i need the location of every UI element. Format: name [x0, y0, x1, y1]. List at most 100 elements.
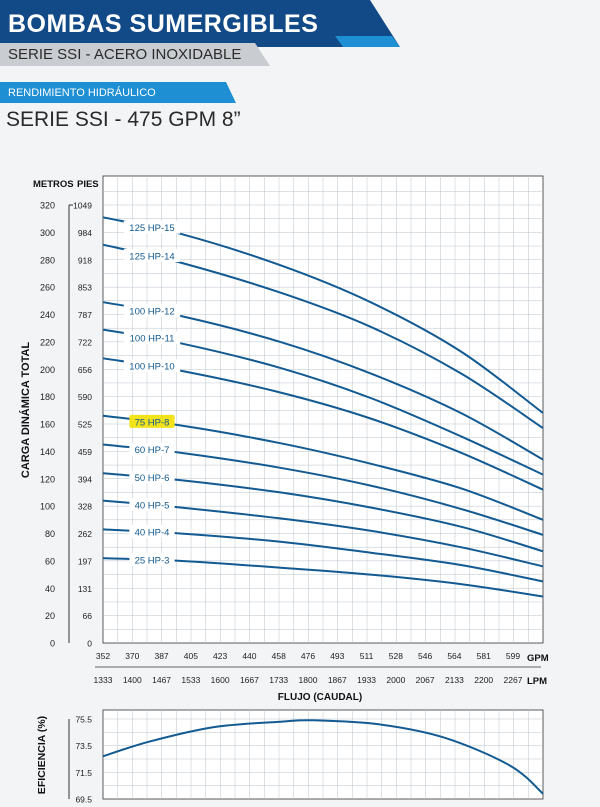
y-tick-label-metros: 200 — [40, 365, 55, 375]
y-tick-label-pies: 525 — [78, 420, 92, 430]
performance-curve — [102, 499, 544, 568]
y-tick-label-pies: 787 — [78, 310, 92, 320]
performance-curve — [102, 443, 544, 536]
y-unit-metros: METROS — [33, 179, 74, 190]
y-tick-label-metros: 280 — [40, 255, 55, 265]
y-tick-label-metros: 40 — [45, 584, 55, 594]
y-tick-label-pies: 0 — [87, 639, 92, 649]
x-unit-lpm: LPM — [527, 676, 547, 687]
efficiency-y-tick-label: 73.5 — [75, 741, 92, 751]
y-tick-label-metros: 260 — [40, 283, 55, 293]
efficiency-y-axis-title: EFICIENCIA (%) — [36, 716, 48, 794]
curve-label: 100 HP-12 — [129, 306, 174, 317]
curve-label: 40 HP-5 — [135, 500, 170, 511]
y-tick-label-pies: 394 — [78, 474, 92, 484]
x-tick-label-lpm: 2000 — [386, 675, 405, 685]
y-tick-label-pies: 590 — [78, 392, 92, 402]
x-tick-label-gpm: 546 — [418, 651, 432, 661]
x-tick-label-lpm: 1333 — [94, 675, 113, 685]
curve-label: 40 HP-4 — [135, 528, 170, 539]
y-tick-label-pies: 459 — [78, 447, 92, 457]
y-tick-label-metros: 300 — [40, 228, 55, 238]
y-tick-label-pies: 131 — [78, 584, 92, 594]
curve-label: 75 HP-8 — [135, 417, 170, 428]
x-tick-label-lpm: 2267 — [504, 675, 523, 685]
brand-title: BOMBAS SUMERGIBLES — [8, 10, 319, 38]
y-tick-label-pies: 853 — [78, 283, 92, 293]
y-tick-label-pies: 918 — [78, 255, 92, 265]
series-title: SERIE SSI - ACERO INOXIDABLE — [8, 46, 242, 63]
y-axis-title: CARGA DINÁMICA TOTAL — [19, 342, 32, 479]
curve-label-background — [123, 359, 181, 373]
x-tick-label-gpm: 511 — [360, 651, 374, 661]
y-tick-label-pies: 656 — [78, 365, 92, 375]
y-tick-label-metros: 120 — [40, 474, 55, 484]
curve-label-background — [129, 525, 175, 539]
x-tick-label-gpm: 458 — [272, 651, 286, 661]
y-tick-label-metros: 100 — [40, 502, 55, 512]
model-title: SERIE SSI - 475 GPM 8” — [6, 108, 241, 131]
x-tick-label-gpm: 564 — [447, 651, 461, 661]
curve-label: 100 HP-11 — [130, 334, 175, 345]
y-tick-label-metros: 180 — [40, 392, 55, 402]
y-unit-pies: PIES — [77, 179, 99, 190]
header-banner — [0, 0, 600, 103]
curve-label-background — [129, 552, 175, 566]
x-unit-gpm: GPM — [527, 653, 549, 664]
section-tag-shape — [0, 82, 236, 103]
y-tick-label-metros: 20 — [45, 611, 55, 621]
x-tick-label-lpm: 2133 — [445, 675, 464, 685]
y-tick-label-pies: 328 — [78, 502, 92, 512]
banner-accent-shape — [335, 36, 400, 47]
curve-label-background — [123, 248, 181, 262]
y-tick-label-pies: 262 — [78, 529, 92, 539]
curve-label: 125 HP-15 — [129, 223, 174, 234]
y-tick-label-metros: 0 — [50, 639, 55, 649]
efficiency-y-tick-label: 71.5 — [75, 768, 92, 778]
x-tick-label-lpm: 2067 — [416, 675, 435, 685]
performance-curve — [102, 528, 544, 583]
banner-dark-shape — [0, 0, 400, 47]
curve-label-background — [129, 442, 175, 456]
banner-gray-shape — [0, 43, 270, 66]
curve-label-highlight — [129, 414, 175, 428]
x-tick-label-lpm: 1600 — [211, 675, 230, 685]
x-tick-label-gpm: 405 — [184, 651, 198, 661]
x-tick-label-gpm: 476 — [301, 651, 315, 661]
x-tick-label-lpm: 1933 — [357, 675, 376, 685]
x-tick-label-gpm: 440 — [242, 651, 256, 661]
y-tick-label-pies: 722 — [78, 337, 92, 347]
y-tick-label-metros: 60 — [45, 556, 55, 566]
y-tick-label-metros: 220 — [40, 337, 55, 347]
curve-label: 50 HP-6 — [135, 473, 170, 484]
performance-curve — [102, 472, 544, 553]
x-tick-label-lpm: 1733 — [269, 675, 288, 685]
curve-label-background — [129, 497, 175, 511]
y-tick-label-metros: 160 — [40, 420, 55, 430]
x-tick-label-lpm: 1400 — [123, 675, 142, 685]
x-tick-label-gpm: 352 — [96, 651, 110, 661]
x-tick-label-gpm: 581 — [477, 651, 491, 661]
y-tick-label-metros: 80 — [45, 529, 55, 539]
x-tick-label-lpm: 1800 — [299, 675, 318, 685]
curve-label: 125 HP-14 — [129, 251, 174, 262]
y-tick-label-pies: 1049 — [73, 201, 92, 211]
curve-label: 100 HP-10 — [129, 362, 174, 373]
x-tick-label-lpm: 1533 — [181, 675, 200, 685]
x-tick-label-gpm: 387 — [154, 651, 168, 661]
performance-curve — [102, 243, 544, 429]
x-tick-label-lpm: 1867 — [328, 675, 347, 685]
x-tick-label-gpm: 599 — [506, 651, 520, 661]
curve-label-background — [123, 220, 181, 234]
curve-label-background — [123, 331, 181, 345]
performance-curve — [102, 557, 544, 598]
x-tick-label-lpm: 2200 — [474, 675, 493, 685]
curve-label: 60 HP-7 — [135, 445, 170, 456]
y-tick-label-pies: 197 — [78, 556, 92, 566]
y-tick-label-pies: 66 — [83, 611, 93, 621]
section-tag: RENDIMIENTO HIDRÁULICO — [8, 87, 156, 99]
y-tick-label-metros: 140 — [40, 447, 55, 457]
x-tick-label-gpm: 493 — [330, 651, 344, 661]
banner-shapes — [0, 0, 400, 103]
